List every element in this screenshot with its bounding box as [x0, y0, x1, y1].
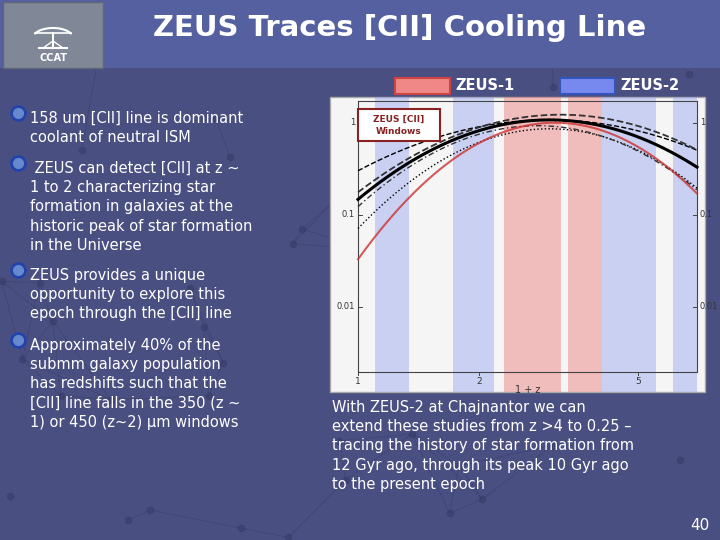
Text: With ZEUS-2 at Chajnantor we can
extend these studies from z >4 to 0.25 –
tracin: With ZEUS-2 at Chajnantor we can extend …	[332, 400, 634, 492]
Text: ZEUS-1: ZEUS-1	[455, 78, 514, 93]
Bar	[330, 97, 705, 392]
Bar	[568, 97, 602, 392]
Text: 1: 1	[355, 377, 361, 386]
Bar	[453, 97, 494, 392]
Text: Approximately 40% of the
submm galaxy population
has redshifts such that the
[CI: Approximately 40% of the submm galaxy po…	[30, 338, 240, 430]
Bar	[560, 78, 615, 94]
Text: 1 + z: 1 + z	[515, 385, 540, 395]
Text: 0.01: 0.01	[700, 302, 719, 312]
Bar	[673, 97, 697, 392]
Text: 0.1: 0.1	[700, 210, 713, 219]
Text: 0.01: 0.01	[337, 302, 355, 312]
Text: ZEUS provides a unique
opportunity to explore this
epoch through the [CII] line: ZEUS provides a unique opportunity to ex…	[30, 268, 232, 321]
Bar	[0, 0, 720, 68]
Text: 40: 40	[690, 518, 710, 534]
Bar	[395, 78, 450, 94]
Text: 2: 2	[476, 377, 482, 386]
Text: CCAT: CCAT	[39, 53, 67, 63]
Text: ZEUS Traces [CII] Cooling Line: ZEUS Traces [CII] Cooling Line	[153, 14, 647, 42]
Text: Windows: Windows	[376, 126, 422, 136]
Text: 5: 5	[636, 377, 642, 386]
Text: 1: 1	[350, 118, 355, 127]
Text: 158 um [CII] line is dominant
coolant of neutral ISM: 158 um [CII] line is dominant coolant of…	[30, 111, 243, 145]
Bar	[602, 97, 657, 392]
Text: ZEUS can detect [CII] at z ~
1 to 2 characterizing star
formation in galaxies at: ZEUS can detect [CII] at z ~ 1 to 2 char…	[30, 161, 253, 253]
Bar	[3, 2, 103, 68]
Bar	[504, 97, 562, 392]
Text: 1: 1	[700, 118, 706, 127]
Text: 0.1: 0.1	[342, 210, 355, 219]
Text: ZEUS-2: ZEUS-2	[620, 78, 679, 93]
Bar	[358, 109, 440, 141]
Text: ZEUS [CII]: ZEUS [CII]	[374, 114, 425, 124]
Bar	[375, 97, 409, 392]
